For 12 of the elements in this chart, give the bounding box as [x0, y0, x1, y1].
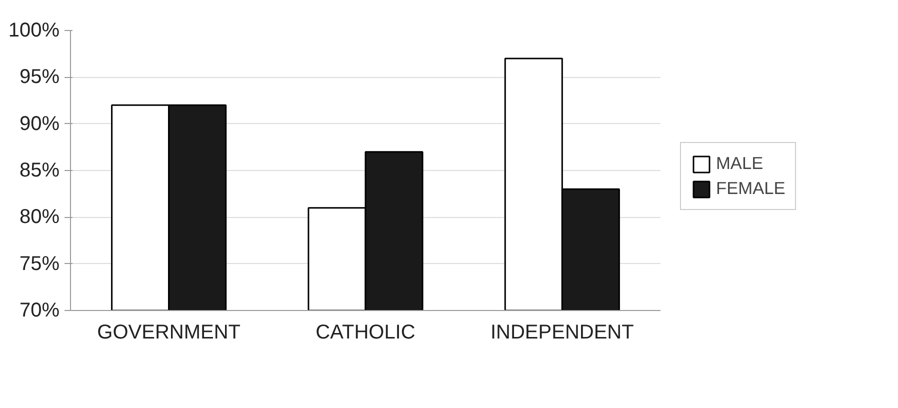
y-tick-label: 70% — [19, 300, 60, 322]
legend-label: FEMALE — [716, 178, 786, 199]
y-tick-label: 90% — [19, 112, 60, 135]
y-tick-label: 100% — [8, 20, 60, 42]
legend-label: MALE — [716, 153, 764, 174]
y-tick-label: 75% — [19, 252, 60, 275]
x-tick-label: GOVERNMENT — [97, 322, 241, 344]
y-tick-label: 95% — [19, 66, 60, 88]
y-tick-label: 85% — [19, 160, 60, 182]
x-tick-label: CATHOLIC — [316, 322, 416, 344]
y-tick-label: 80% — [19, 206, 60, 228]
x-tick-label: INDEPENDENT — [490, 322, 634, 344]
